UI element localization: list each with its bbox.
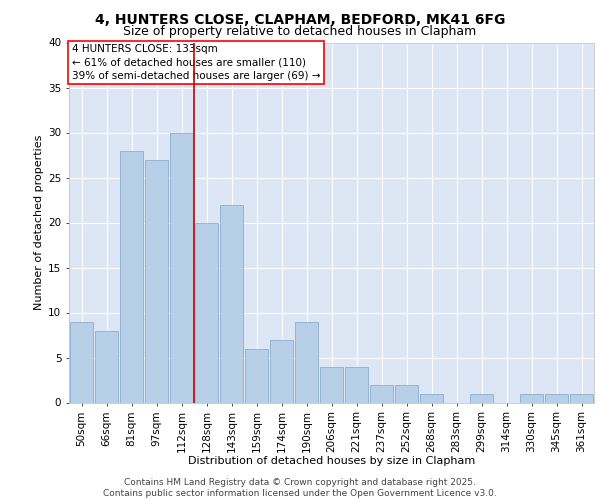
Bar xyxy=(320,366,343,402)
Bar xyxy=(220,204,243,402)
X-axis label: Distribution of detached houses by size in Clapham: Distribution of detached houses by size … xyxy=(188,456,475,466)
Bar xyxy=(570,394,593,402)
Bar xyxy=(345,366,368,402)
Bar xyxy=(120,150,143,402)
Y-axis label: Number of detached properties: Number of detached properties xyxy=(34,135,44,310)
Bar xyxy=(420,394,443,402)
Bar xyxy=(470,394,493,402)
Bar xyxy=(195,222,218,402)
Bar xyxy=(370,384,393,402)
Bar xyxy=(70,322,93,402)
Bar xyxy=(145,160,168,402)
Bar xyxy=(170,132,193,402)
Text: 4, HUNTERS CLOSE, CLAPHAM, BEDFORD, MK41 6FG: 4, HUNTERS CLOSE, CLAPHAM, BEDFORD, MK41… xyxy=(95,12,505,26)
Bar xyxy=(295,322,318,402)
Bar xyxy=(520,394,543,402)
Bar xyxy=(95,330,118,402)
Bar xyxy=(270,340,293,402)
Bar xyxy=(395,384,418,402)
Text: 4 HUNTERS CLOSE: 133sqm
← 61% of detached houses are smaller (110)
39% of semi-d: 4 HUNTERS CLOSE: 133sqm ← 61% of detache… xyxy=(71,44,320,80)
Text: Size of property relative to detached houses in Clapham: Size of property relative to detached ho… xyxy=(124,25,476,38)
Bar xyxy=(545,394,568,402)
Bar xyxy=(245,348,268,403)
Text: Contains HM Land Registry data © Crown copyright and database right 2025.
Contai: Contains HM Land Registry data © Crown c… xyxy=(103,478,497,498)
